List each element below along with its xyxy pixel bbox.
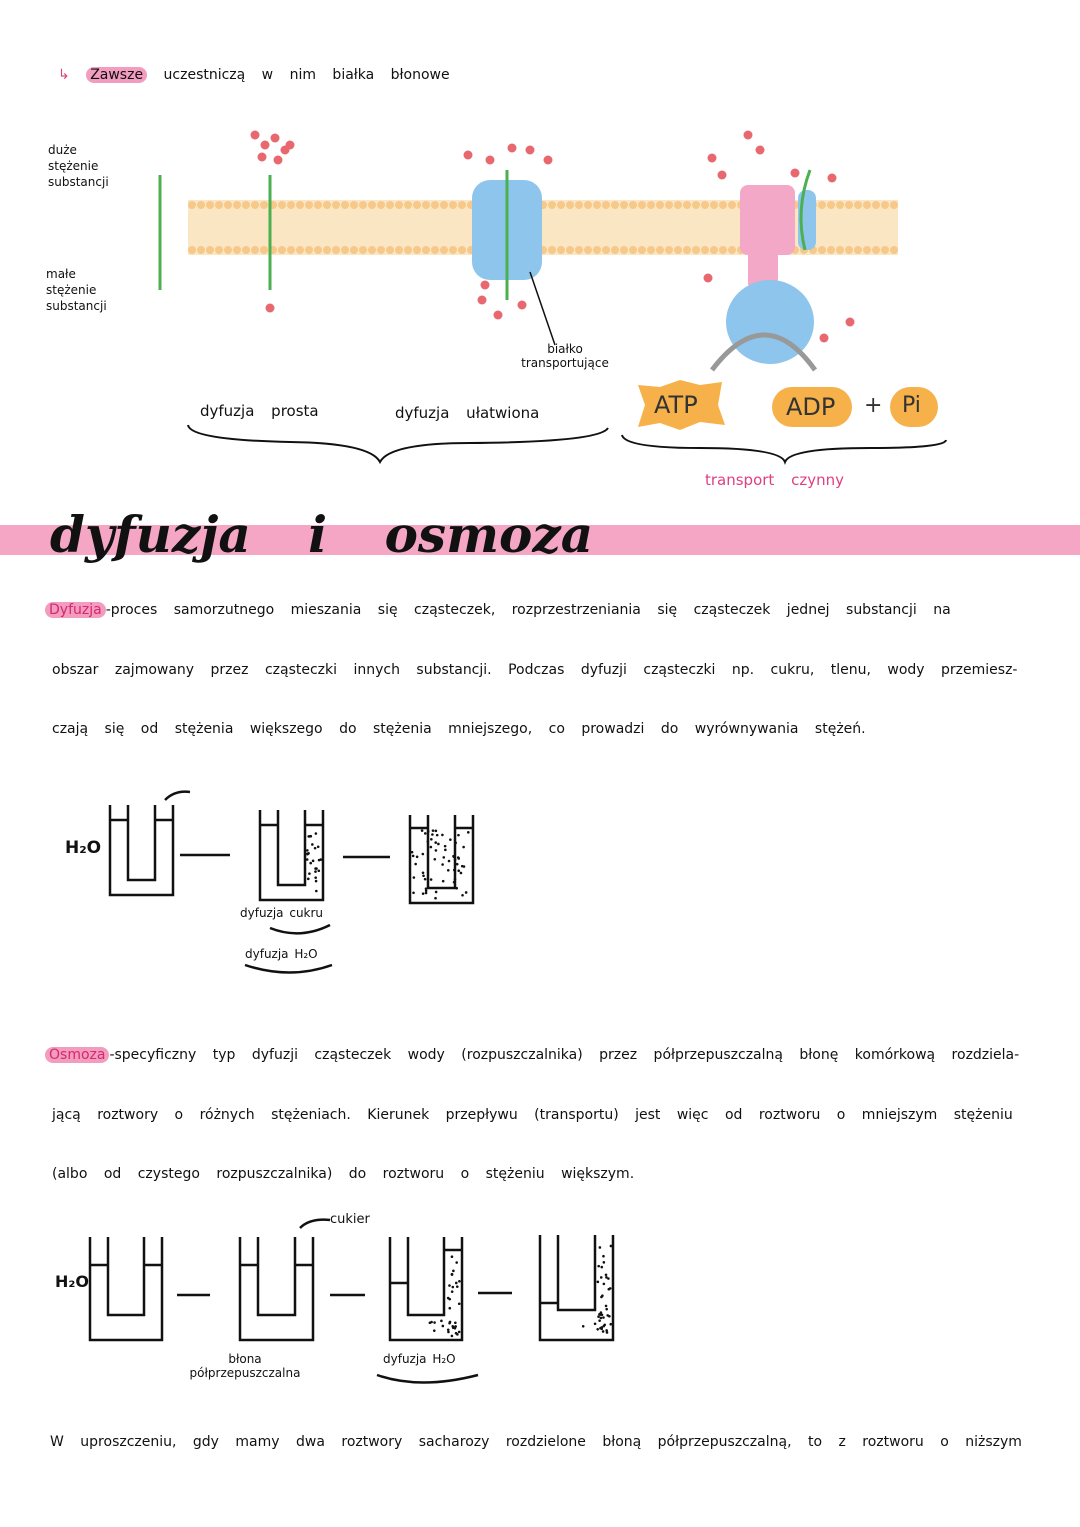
particle bbox=[486, 156, 495, 165]
diffusion-line-3: czają się od stężenia większego do stęże… bbox=[52, 721, 866, 737]
page-title: dyfuzja i osmoza bbox=[50, 505, 593, 564]
diffusion-line-2: obszar zajmowany przez cząsteczki innych… bbox=[52, 662, 1017, 678]
particle bbox=[828, 174, 837, 183]
water-diffusion-label: dyfuzja H₂O bbox=[245, 947, 318, 961]
particle bbox=[518, 301, 527, 310]
particle bbox=[704, 274, 713, 283]
particle bbox=[820, 334, 829, 343]
osmosis-water-label: dyfuzja H₂O bbox=[383, 1352, 456, 1366]
particle bbox=[718, 171, 727, 180]
particle bbox=[261, 141, 270, 150]
high-concentration-label: duże stężenie substancji bbox=[48, 142, 128, 190]
particle bbox=[258, 153, 267, 162]
particle bbox=[708, 154, 717, 163]
diffusion-u-tubes bbox=[90, 792, 613, 1383]
particle bbox=[494, 311, 503, 320]
particle bbox=[274, 156, 283, 165]
intro-line: ↳ Zawsze uczestniczą w nim białka błonow… bbox=[58, 67, 450, 83]
particle bbox=[544, 156, 553, 165]
osmosis-line-1: Osmoza -specyficzny typ dyfuzji cząstecze… bbox=[45, 1047, 1019, 1063]
particle bbox=[271, 134, 280, 143]
protein-label: białko transportujące bbox=[510, 342, 620, 370]
low-concentration-label: małe stężenie substancji bbox=[46, 266, 126, 314]
atp-label: ATP bbox=[654, 391, 698, 419]
adp-label: ADP bbox=[786, 393, 835, 421]
particle bbox=[508, 144, 517, 153]
osmosis-line-2: jącą roztwory o różnych stężeniach. Kier… bbox=[52, 1107, 1013, 1123]
particle bbox=[286, 141, 295, 150]
particle bbox=[791, 169, 800, 178]
sugar-label: cukier bbox=[330, 1212, 370, 1227]
facilitated-diffusion-label: dyfuzja ułatwiona bbox=[395, 404, 539, 422]
footer-line: W uproszczeniu, gdy mamy dwa roztwory sa… bbox=[50, 1434, 1022, 1450]
particle bbox=[251, 131, 260, 140]
sugar-diffusion-label: dyfuzja cukru bbox=[240, 906, 323, 920]
pump-protein bbox=[740, 185, 795, 255]
membrane-label: błona półprzepuszczalna bbox=[180, 1352, 310, 1380]
particle bbox=[744, 131, 753, 140]
particle bbox=[846, 318, 855, 327]
diffusion-line-1: Dyfuzja -proces samorzutnego mieszania si… bbox=[45, 602, 951, 618]
particle bbox=[464, 151, 473, 160]
osmosis-line-3: (albo od czystego rozpuszczalnika) do ro… bbox=[52, 1166, 634, 1182]
pi-label: Pi bbox=[902, 393, 921, 418]
particle bbox=[756, 146, 765, 155]
brace-active bbox=[622, 435, 946, 462]
active-transport-label: transport czynny bbox=[705, 471, 844, 489]
brace-diffusion bbox=[188, 425, 608, 462]
highlight-zawsze: Zawsze bbox=[86, 67, 147, 83]
particle bbox=[481, 281, 490, 290]
particle bbox=[478, 296, 487, 305]
simple-diffusion-label: dyfuzja prosta bbox=[200, 402, 319, 420]
particle bbox=[266, 304, 275, 313]
particle bbox=[526, 146, 535, 155]
